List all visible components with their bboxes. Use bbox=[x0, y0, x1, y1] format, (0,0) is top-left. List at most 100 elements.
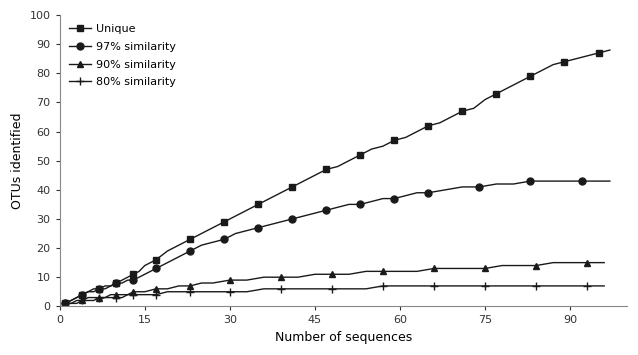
80% similarity bbox=[379, 284, 387, 288]
80% similarity bbox=[118, 295, 126, 300]
80% similarity bbox=[73, 301, 80, 306]
90% similarity bbox=[67, 301, 75, 306]
90% similarity bbox=[186, 284, 194, 288]
80% similarity bbox=[567, 284, 574, 288]
90% similarity bbox=[464, 266, 472, 271]
90% similarity bbox=[583, 261, 591, 265]
80% similarity bbox=[163, 290, 171, 294]
80% similarity bbox=[101, 295, 109, 300]
90% similarity bbox=[135, 290, 143, 294]
Unique bbox=[606, 48, 614, 52]
Line: 97% similarity: 97% similarity bbox=[62, 178, 613, 307]
Unique bbox=[61, 301, 69, 306]
90% similarity bbox=[600, 261, 608, 265]
Line: 80% similarity: 80% similarity bbox=[61, 282, 609, 307]
90% similarity bbox=[61, 301, 69, 306]
X-axis label: Number of sequences: Number of sequences bbox=[275, 331, 412, 344]
80% similarity bbox=[226, 290, 234, 294]
80% similarity bbox=[277, 287, 285, 291]
80% similarity bbox=[124, 293, 131, 297]
80% similarity bbox=[112, 295, 120, 300]
80% similarity bbox=[430, 284, 438, 288]
90% similarity bbox=[96, 295, 103, 300]
90% similarity bbox=[481, 266, 489, 271]
90% similarity bbox=[84, 295, 92, 300]
Unique bbox=[209, 225, 217, 230]
80% similarity bbox=[362, 287, 370, 291]
80% similarity bbox=[198, 290, 205, 294]
90% similarity bbox=[362, 269, 370, 273]
80% similarity bbox=[600, 284, 608, 288]
80% similarity bbox=[96, 295, 103, 300]
90% similarity bbox=[549, 261, 557, 265]
90% similarity bbox=[209, 281, 217, 285]
90% similarity bbox=[141, 290, 149, 294]
90% similarity bbox=[277, 275, 285, 279]
80% similarity bbox=[135, 293, 143, 297]
90% similarity bbox=[90, 295, 98, 300]
Legend: Unique, 97% similarity, 90% similarity, 80% similarity: Unique, 97% similarity, 90% similarity, … bbox=[65, 21, 180, 91]
80% similarity bbox=[516, 284, 523, 288]
90% similarity bbox=[152, 287, 160, 291]
90% similarity bbox=[294, 275, 302, 279]
80% similarity bbox=[260, 287, 268, 291]
97% similarity bbox=[152, 266, 160, 271]
80% similarity bbox=[328, 287, 336, 291]
80% similarity bbox=[311, 287, 319, 291]
90% similarity bbox=[260, 275, 268, 279]
80% similarity bbox=[396, 284, 404, 288]
90% similarity bbox=[124, 293, 131, 297]
80% similarity bbox=[345, 287, 353, 291]
90% similarity bbox=[516, 263, 523, 268]
Line: 90% similarity: 90% similarity bbox=[62, 259, 607, 307]
80% similarity bbox=[532, 284, 540, 288]
80% similarity bbox=[107, 295, 115, 300]
90% similarity bbox=[328, 272, 336, 277]
80% similarity bbox=[481, 284, 489, 288]
90% similarity bbox=[73, 298, 80, 302]
80% similarity bbox=[84, 298, 92, 302]
Line: Unique: Unique bbox=[62, 47, 613, 307]
80% similarity bbox=[243, 290, 251, 294]
Unique bbox=[459, 109, 466, 113]
80% similarity bbox=[141, 293, 149, 297]
90% similarity bbox=[101, 295, 109, 300]
90% similarity bbox=[130, 290, 137, 294]
80% similarity bbox=[186, 290, 194, 294]
97% similarity bbox=[390, 196, 398, 201]
Unique bbox=[368, 147, 376, 151]
97% similarity bbox=[124, 278, 131, 282]
90% similarity bbox=[396, 269, 404, 273]
90% similarity bbox=[226, 278, 234, 282]
90% similarity bbox=[243, 278, 251, 282]
80% similarity bbox=[209, 290, 217, 294]
80% similarity bbox=[78, 298, 86, 302]
90% similarity bbox=[379, 269, 387, 273]
90% similarity bbox=[532, 263, 540, 268]
80% similarity bbox=[413, 284, 421, 288]
97% similarity bbox=[526, 179, 534, 183]
90% similarity bbox=[447, 266, 455, 271]
Unique bbox=[67, 298, 75, 302]
80% similarity bbox=[130, 293, 137, 297]
Unique bbox=[390, 138, 398, 142]
80% similarity bbox=[498, 284, 506, 288]
90% similarity bbox=[413, 269, 421, 273]
Y-axis label: OTUs identified: OTUs identified bbox=[11, 113, 24, 209]
97% similarity bbox=[606, 179, 614, 183]
90% similarity bbox=[498, 263, 506, 268]
97% similarity bbox=[61, 301, 69, 306]
80% similarity bbox=[583, 284, 591, 288]
90% similarity bbox=[118, 293, 126, 297]
97% similarity bbox=[595, 179, 602, 183]
80% similarity bbox=[61, 301, 69, 306]
80% similarity bbox=[175, 290, 182, 294]
80% similarity bbox=[90, 298, 98, 302]
80% similarity bbox=[67, 301, 75, 306]
97% similarity bbox=[357, 202, 364, 207]
Unique bbox=[334, 164, 341, 169]
80% similarity bbox=[447, 284, 455, 288]
90% similarity bbox=[107, 293, 115, 297]
90% similarity bbox=[78, 298, 86, 302]
90% similarity bbox=[567, 261, 574, 265]
